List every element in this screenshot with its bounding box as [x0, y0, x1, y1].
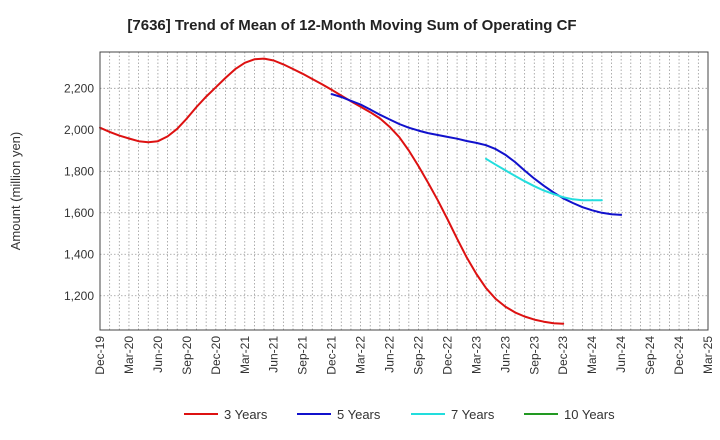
series-line-3-years: [99, 57, 565, 325]
x-tick-label: Jun-24: [614, 336, 628, 373]
y-tick-label: 1,600: [64, 206, 94, 220]
x-tick-label: Sep-23: [527, 336, 541, 375]
x-tick-label: Mar-22: [354, 336, 368, 374]
series-line-7-years: [485, 157, 603, 202]
x-tick-label: Dec-21: [325, 336, 339, 375]
y-tick-label: 2,200: [64, 81, 94, 95]
legend-label-5-years: 5 Years: [337, 407, 381, 422]
y-tick-label: 2,000: [64, 123, 94, 137]
series-line-5-years: [330, 93, 623, 216]
x-tick-label: Jun-22: [383, 336, 397, 373]
y-tick-labels: 1,200 1,400 1,600 1,800 2,000 2,200: [64, 81, 94, 302]
x-tick-label: Dec-22: [440, 336, 454, 375]
series-layer: [99, 57, 623, 325]
x-tick-label: Mar-24: [585, 336, 599, 374]
x-tick-label: Dec-24: [672, 336, 686, 375]
legend: 3 Years 5 Years 7 Years 10 Years: [184, 407, 615, 422]
legend-label-7-years: 7 Years: [451, 407, 495, 422]
x-tick-label: Dec-20: [209, 336, 223, 375]
grid: [100, 52, 708, 330]
y-tick-label: 1,400: [64, 247, 94, 261]
legend-label-3-years: 3 Years: [224, 407, 268, 422]
chart-title: [7636] Trend of Mean of 12-Month Moving …: [127, 17, 576, 34]
x-tick-label: Mar-23: [469, 336, 483, 374]
x-tick-label: Jun-21: [267, 336, 281, 373]
x-tick-label: Mar-21: [238, 336, 252, 374]
x-tick-label: Dec-19: [93, 336, 107, 375]
x-tick-label: Sep-21: [296, 336, 310, 375]
x-tick-label: Sep-24: [643, 336, 657, 375]
x-tick-label: Jun-23: [498, 336, 512, 373]
x-tick-label: Sep-20: [180, 336, 194, 375]
legend-label-10-years: 10 Years: [564, 407, 615, 422]
x-tick-label: Jun-20: [151, 336, 165, 373]
x-tick-label: Mar-20: [122, 336, 136, 374]
x-tick-labels: Dec-19 Mar-20 Jun-20 Sep-20 Dec-20 Mar-21 Jun-…: [93, 336, 715, 375]
plot-area-frame: [99, 51, 709, 331]
y-tick-label: 1,800: [64, 164, 94, 178]
y-tick-label: 1,200: [64, 289, 94, 303]
y-axis-label: Amount (million yen): [8, 132, 23, 251]
x-tick-label: Dec-23: [556, 336, 570, 375]
x-tick-label: Sep-22: [411, 336, 425, 375]
x-tick-label: Mar-25: [701, 336, 715, 374]
